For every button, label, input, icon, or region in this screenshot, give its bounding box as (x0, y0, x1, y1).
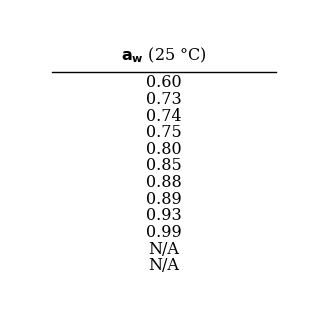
Text: 0.60: 0.60 (146, 74, 182, 91)
Text: N/A: N/A (148, 257, 180, 274)
Text: 0.85: 0.85 (146, 157, 182, 174)
Text: 0.99: 0.99 (146, 224, 182, 241)
Text: 0.89: 0.89 (146, 191, 182, 208)
Text: 0.93: 0.93 (146, 207, 182, 224)
Text: 0.74: 0.74 (146, 108, 182, 124)
Text: $\mathbf{a_{w}}$ (25 °C): $\mathbf{a_{w}}$ (25 °C) (121, 46, 207, 65)
Text: 0.73: 0.73 (146, 91, 182, 108)
Text: 0.75: 0.75 (146, 124, 182, 141)
Text: N/A: N/A (148, 241, 180, 258)
Text: 0.80: 0.80 (146, 141, 182, 158)
Text: 0.88: 0.88 (146, 174, 182, 191)
